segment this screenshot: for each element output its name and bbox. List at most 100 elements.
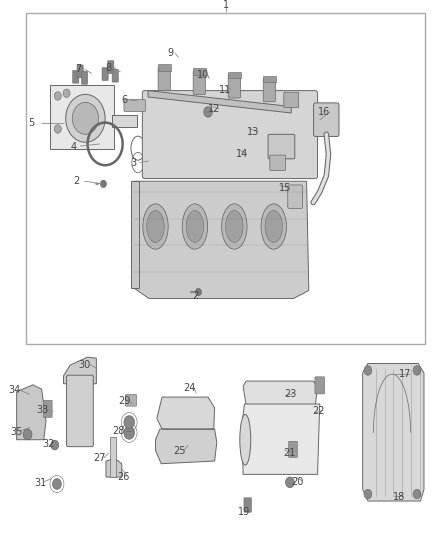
Polygon shape <box>155 429 217 464</box>
Bar <box>193 68 206 75</box>
FancyBboxPatch shape <box>268 134 295 159</box>
Ellipse shape <box>265 211 283 243</box>
Text: 27: 27 <box>94 454 106 463</box>
Text: 2: 2 <box>192 291 198 301</box>
Circle shape <box>364 489 372 499</box>
FancyBboxPatch shape <box>270 155 286 171</box>
Text: 1: 1 <box>223 1 229 10</box>
Text: 18: 18 <box>393 492 406 502</box>
Polygon shape <box>363 364 424 501</box>
Text: 7: 7 <box>75 64 81 74</box>
Circle shape <box>72 102 99 134</box>
FancyBboxPatch shape <box>112 69 118 82</box>
Bar <box>110 437 116 477</box>
FancyArrowPatch shape <box>190 291 194 293</box>
Circle shape <box>63 89 70 98</box>
Text: 22: 22 <box>313 407 325 416</box>
FancyBboxPatch shape <box>228 75 240 98</box>
Circle shape <box>53 479 61 489</box>
Ellipse shape <box>182 204 208 249</box>
Circle shape <box>51 440 59 450</box>
Circle shape <box>54 92 61 100</box>
Text: 33: 33 <box>37 406 49 415</box>
FancyBboxPatch shape <box>244 498 251 512</box>
Bar <box>26 13 425 344</box>
Circle shape <box>413 489 421 499</box>
Bar <box>131 181 139 288</box>
Polygon shape <box>157 397 215 429</box>
Polygon shape <box>17 385 46 440</box>
Text: 9: 9 <box>167 49 173 58</box>
FancyBboxPatch shape <box>67 375 93 447</box>
FancyBboxPatch shape <box>193 71 205 94</box>
Text: 28: 28 <box>113 426 125 435</box>
Ellipse shape <box>240 415 251 465</box>
Text: 32: 32 <box>42 439 54 449</box>
Ellipse shape <box>186 211 204 243</box>
FancyBboxPatch shape <box>263 78 276 102</box>
Text: 11: 11 <box>219 85 232 94</box>
Bar <box>228 72 241 78</box>
Polygon shape <box>242 404 320 474</box>
FancyBboxPatch shape <box>77 65 83 78</box>
Ellipse shape <box>222 204 247 249</box>
Ellipse shape <box>261 204 286 249</box>
FancyBboxPatch shape <box>81 71 88 84</box>
FancyBboxPatch shape <box>314 103 339 136</box>
Circle shape <box>23 429 32 440</box>
Text: 3: 3 <box>131 158 137 167</box>
FancyBboxPatch shape <box>125 394 137 406</box>
FancyBboxPatch shape <box>315 377 325 394</box>
Circle shape <box>286 477 294 488</box>
FancyBboxPatch shape <box>102 68 108 80</box>
Bar <box>112 115 137 127</box>
Circle shape <box>124 426 134 439</box>
Circle shape <box>54 125 61 133</box>
FancyBboxPatch shape <box>284 92 299 108</box>
Bar <box>263 76 276 82</box>
Circle shape <box>195 288 201 296</box>
Text: 12: 12 <box>208 104 221 114</box>
Text: 35: 35 <box>10 427 22 437</box>
Circle shape <box>413 366 421 375</box>
Polygon shape <box>106 458 122 477</box>
FancyBboxPatch shape <box>124 100 145 111</box>
Circle shape <box>100 180 106 188</box>
FancyBboxPatch shape <box>288 185 303 208</box>
Text: 30: 30 <box>78 360 90 369</box>
Text: 31: 31 <box>35 479 47 488</box>
Circle shape <box>204 107 212 117</box>
Polygon shape <box>134 181 309 298</box>
Text: 2: 2 <box>74 176 80 186</box>
Text: 29: 29 <box>118 397 131 406</box>
Text: 34: 34 <box>8 385 21 395</box>
Text: 17: 17 <box>399 369 411 379</box>
Text: 23: 23 <box>284 390 297 399</box>
Polygon shape <box>243 381 318 405</box>
FancyBboxPatch shape <box>43 400 52 417</box>
Polygon shape <box>148 91 291 113</box>
FancyBboxPatch shape <box>108 61 114 74</box>
Text: 20: 20 <box>292 477 304 487</box>
Text: 13: 13 <box>247 127 259 136</box>
Ellipse shape <box>147 211 164 243</box>
Text: 4: 4 <box>71 142 77 151</box>
Circle shape <box>364 366 372 375</box>
Circle shape <box>124 416 134 429</box>
FancyBboxPatch shape <box>142 91 318 179</box>
Text: 15: 15 <box>279 183 291 192</box>
Polygon shape <box>64 357 96 384</box>
FancyBboxPatch shape <box>73 70 79 83</box>
Text: 10: 10 <box>197 70 209 79</box>
Ellipse shape <box>226 211 243 243</box>
Text: 24: 24 <box>184 383 196 393</box>
FancyBboxPatch shape <box>158 67 170 91</box>
Text: 19: 19 <box>238 507 251 516</box>
Text: 26: 26 <box>117 472 130 482</box>
FancyArrowPatch shape <box>95 183 99 185</box>
Bar <box>158 64 171 71</box>
Text: 14: 14 <box>236 149 248 158</box>
Text: 5: 5 <box>28 118 35 127</box>
Circle shape <box>66 94 105 142</box>
Text: 16: 16 <box>318 107 330 117</box>
